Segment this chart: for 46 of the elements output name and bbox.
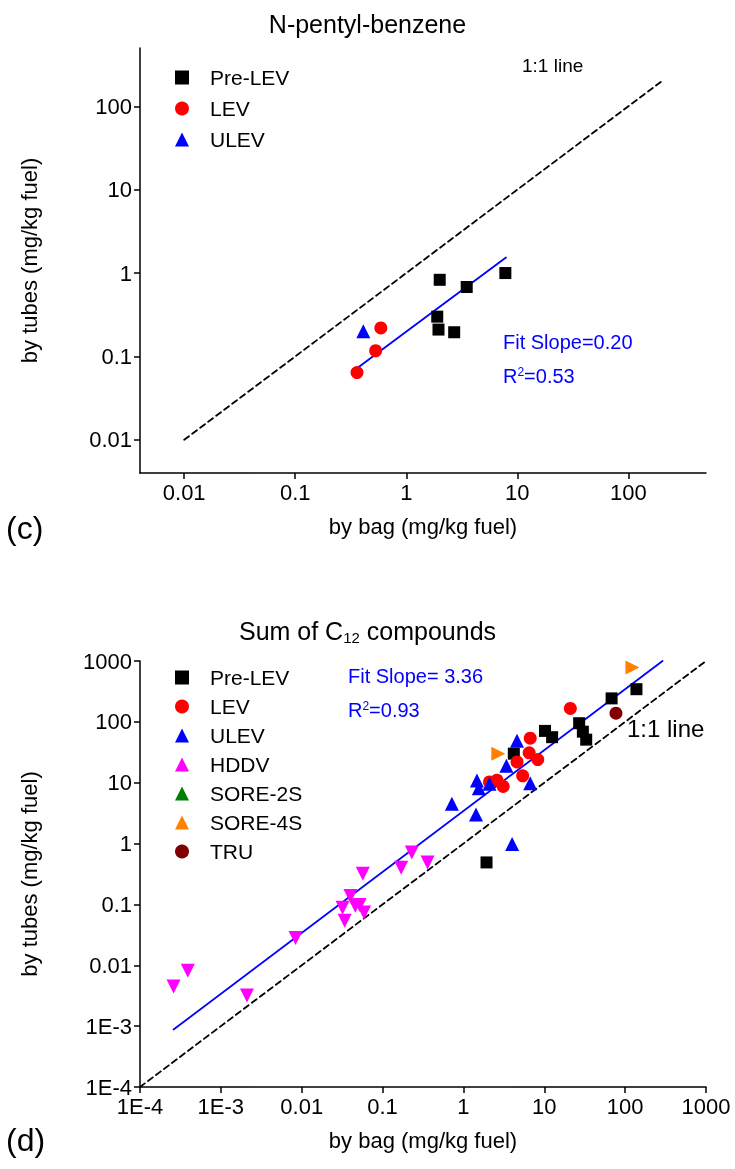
x-tick-label: 1E-3 <box>197 1093 245 1119</box>
x-tick-label: 0.1 <box>367 1093 398 1119</box>
x-axis-title: by bag (mg/kg fuel) <box>328 513 518 539</box>
x-tick-label: 1000 <box>681 1093 731 1119</box>
chart-title: N-pentyl-benzene <box>268 9 467 38</box>
x-tick-label: 1 <box>457 1093 470 1119</box>
y-tick-label: 1E-3 <box>85 1013 132 1039</box>
y-tick-label: 1E-4 <box>85 1074 132 1100</box>
legend-label: LEV <box>210 695 250 718</box>
legend-label: ULEV <box>210 724 265 747</box>
y-tick-label: 1 <box>119 831 132 857</box>
x-tick-label: 1 <box>400 479 413 505</box>
y-tick-label: 10 <box>107 770 132 796</box>
legend-label: Pre-LEV <box>210 666 290 689</box>
x-axis-title: by bag (mg/kg fuel) <box>328 1127 518 1153</box>
annotation: Fit Slope=0.20 <box>503 331 633 353</box>
x-tick-label: 0.1 <box>279 479 311 505</box>
legend-label: HDDV <box>210 753 270 776</box>
y-axis-title: by tubes (mg/kg fuel) <box>16 771 42 977</box>
y-tick-label: 0.1 <box>101 343 132 369</box>
annotation: 1:1 line <box>627 714 705 742</box>
x-tick-label: 0.01 <box>280 1093 324 1119</box>
legend-label: Pre-LEV <box>210 66 290 89</box>
legend-label: SORE-2S <box>210 782 303 805</box>
text: (d) <box>6 1122 46 1158</box>
y-tick-label: 1 <box>119 260 132 286</box>
x-tick-label: 0.01 <box>162 479 206 505</box>
y-tick-label: 1000 <box>83 648 132 674</box>
y-axis-title: by tubes (mg/kg fuel) <box>16 157 42 364</box>
legend-label: SORE-4S <box>210 811 303 834</box>
annotation: Fit Slope= 3.36 <box>348 665 484 687</box>
y-tick-label: 0.01 <box>89 427 132 453</box>
annotation: 1:1 line <box>522 55 584 76</box>
x-tick-label: 100 <box>610 479 647 505</box>
x-tick-label: 10 <box>532 1093 557 1119</box>
x-tick-label: 10 <box>505 479 530 505</box>
y-tick-label: 100 <box>95 709 132 735</box>
y-tick-label: 10 <box>107 177 132 203</box>
legend-label: TRU <box>210 840 254 863</box>
legend-label: LEV <box>210 97 250 120</box>
y-tick-label: 100 <box>95 93 132 119</box>
text: (c) <box>6 510 44 546</box>
x-tick-label: 100 <box>606 1093 644 1119</box>
y-tick-label: 0.01 <box>89 952 132 978</box>
y-tick-label: 0.1 <box>101 891 132 917</box>
legend-label: ULEV <box>210 128 265 151</box>
